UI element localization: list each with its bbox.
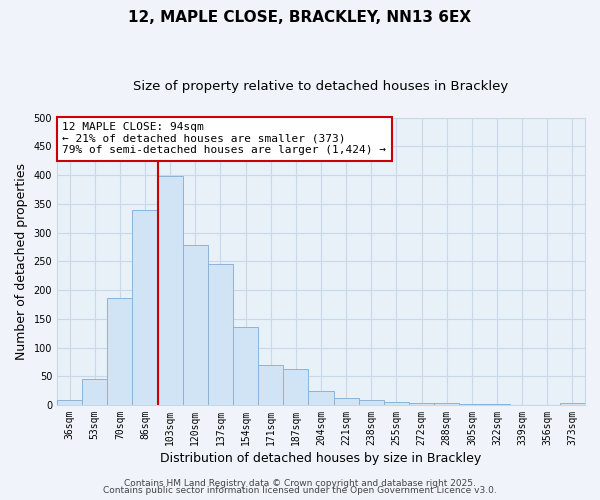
Bar xyxy=(107,298,133,405)
Text: 12, MAPLE CLOSE, BRACKLEY, NN13 6EX: 12, MAPLE CLOSE, BRACKLEY, NN13 6EX xyxy=(128,10,472,25)
X-axis label: Distribution of detached houses by size in Brackley: Distribution of detached houses by size … xyxy=(160,452,482,465)
Title: Size of property relative to detached houses in Brackley: Size of property relative to detached ho… xyxy=(133,80,509,93)
Bar xyxy=(308,390,334,405)
Bar xyxy=(233,328,258,405)
Bar xyxy=(459,404,484,405)
Text: 12 MAPLE CLOSE: 94sqm
← 21% of detached houses are smaller (373)
79% of semi-det: 12 MAPLE CLOSE: 94sqm ← 21% of detached … xyxy=(62,122,386,156)
Text: Contains public sector information licensed under the Open Government Licence v3: Contains public sector information licen… xyxy=(103,486,497,495)
Bar xyxy=(434,403,459,405)
Bar xyxy=(560,403,585,405)
Bar xyxy=(409,402,434,405)
Bar xyxy=(183,246,208,405)
Bar xyxy=(158,176,183,405)
Bar xyxy=(484,404,509,405)
Bar xyxy=(133,210,158,405)
Text: Contains HM Land Registry data © Crown copyright and database right 2025.: Contains HM Land Registry data © Crown c… xyxy=(124,478,476,488)
Bar xyxy=(57,400,82,405)
Bar xyxy=(334,398,359,405)
Bar xyxy=(258,364,283,405)
Bar xyxy=(208,264,233,405)
Bar xyxy=(82,378,107,405)
Bar xyxy=(283,370,308,405)
Bar xyxy=(384,402,409,405)
Y-axis label: Number of detached properties: Number of detached properties xyxy=(15,163,28,360)
Bar xyxy=(359,400,384,405)
